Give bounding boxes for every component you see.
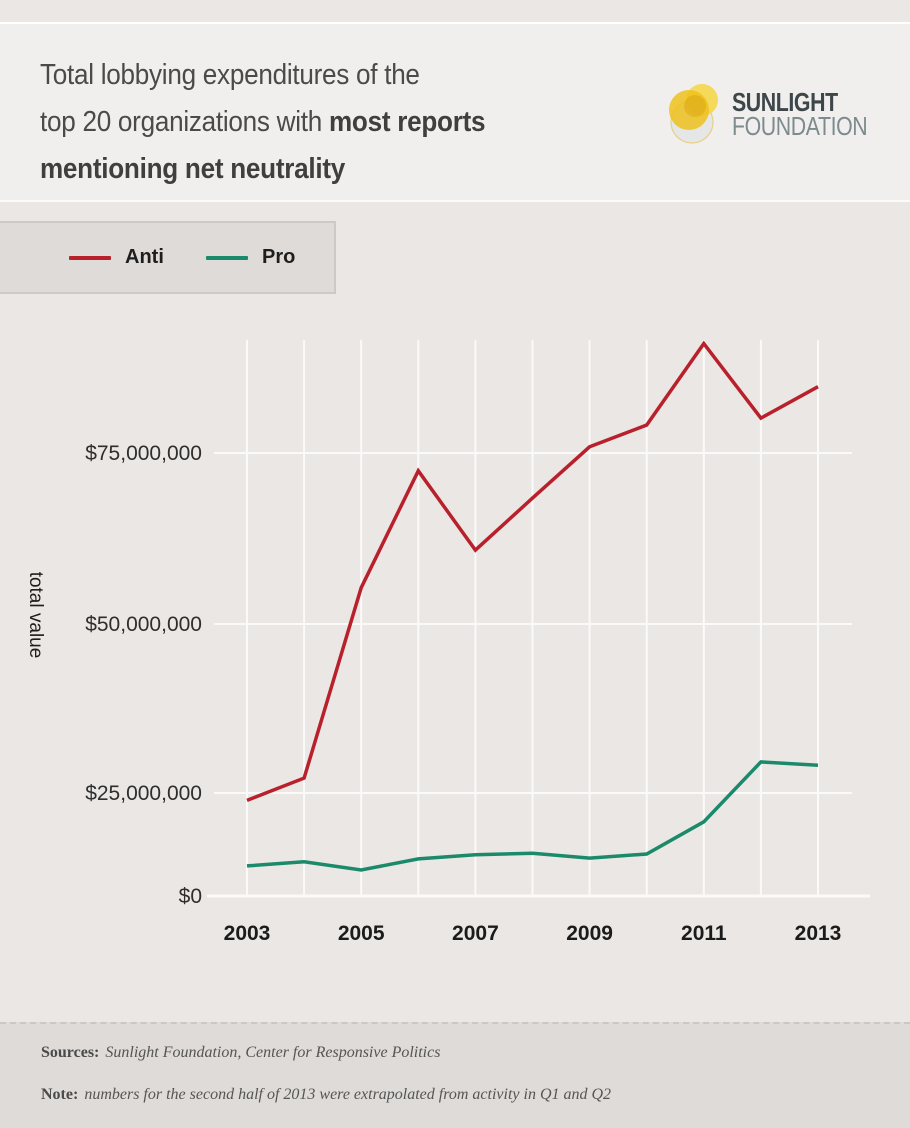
series-line-anti [246, 340, 819, 803]
legend-item-anti[interactable]: Anti [69, 223, 164, 292]
chart-legend: Anti Pro [0, 221, 336, 294]
x-tick-label: 2003 [224, 922, 271, 945]
legend-label-anti: Anti [125, 246, 164, 268]
title-line-2-regular: top 20 organizations with [40, 106, 329, 138]
legend-swatch-anti [69, 255, 111, 260]
note-label: Note: [41, 1086, 79, 1103]
title-line-1: Total lobbying expenditures of the [40, 59, 420, 91]
chart-header: Total lobbying expenditures of the top 2… [0, 24, 910, 202]
x-tick-label: 2013 [795, 922, 842, 945]
sources-label: Sources: [41, 1044, 100, 1061]
sources-text: Sunlight Foundation, Center for Responsi… [105, 1044, 441, 1061]
note-text: numbers for the second half of 2013 were… [84, 1086, 612, 1103]
y-tick-label: $25,000,000 [85, 782, 202, 805]
title-line-2-bold: most reports [328, 106, 486, 138]
series-lines [246, 340, 819, 872]
logo-text-foundation: FOUNDATION [732, 111, 868, 141]
x-tick-label: 2005 [338, 922, 385, 945]
y-axis-label: total value [25, 572, 46, 659]
title-line-3: mentioning net neutrality [40, 153, 346, 185]
x-tick-label: 2009 [566, 922, 613, 945]
x-tick-labels: 2003 2005 2007 2009 2011 2013 [224, 922, 842, 945]
title-line-2: top 20 organizations with most reports [40, 99, 580, 146]
logo-text-sunlight: SUNLIGHT [732, 87, 838, 117]
x-tick-label: 2011 [681, 922, 727, 945]
vertical-gridlines [246, 340, 819, 896]
chart-footer: Sources: Sunlight Foundation, Center for … [0, 1022, 910, 1128]
sunlight-foundation-logo: SUNLIGHT FOUNDATION [666, 82, 876, 146]
sunlight-overlapping-circles-icon [669, 84, 718, 144]
sources-line: Sources: Sunlight Foundation, Center for … [41, 1044, 440, 1062]
line-chart: $0 $25,000,000 $50,000,000 $75,000,000 2003… [25, 340, 870, 945]
y-tick-label: $75,000,000 [85, 442, 202, 465]
y-tick-label: $0 [179, 885, 202, 908]
top-strip [0, 0, 910, 24]
x-tick-label: 2007 [452, 922, 499, 945]
y-tick-label: $50,000,000 [85, 613, 202, 636]
legend-label-pro: Pro [262, 246, 296, 268]
legend-item-pro[interactable]: Pro [206, 223, 295, 292]
series-line-pro [246, 760, 819, 872]
horizontal-gridlines [207, 452, 870, 898]
chart-title: Total lobbying expenditures of the top 2… [40, 52, 580, 193]
legend-swatch-pro [206, 255, 248, 260]
y-tick-labels: $0 $25,000,000 $50,000,000 $75,000,000 [85, 442, 202, 908]
note-line: Note: numbers for the second half of 2013… [41, 1086, 611, 1104]
